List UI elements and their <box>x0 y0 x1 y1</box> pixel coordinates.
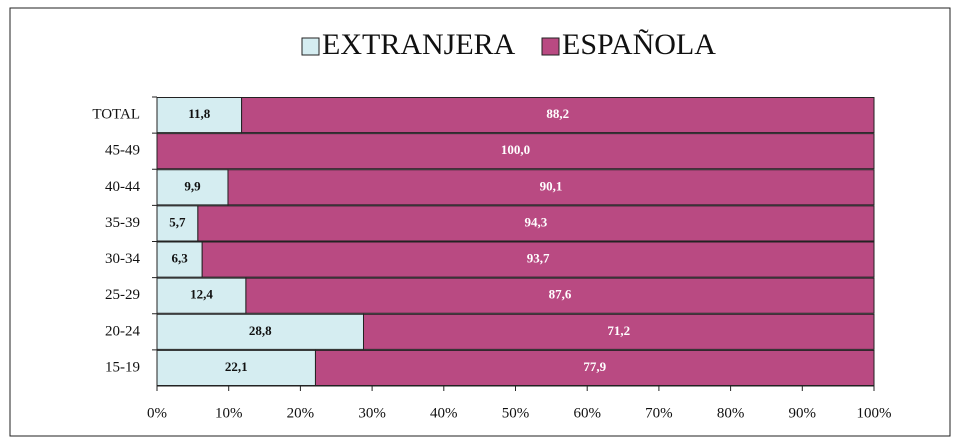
bar-segment <box>201 241 875 278</box>
legend-label: EXTRANJERA <box>322 28 516 61</box>
value-label: 100,0 <box>501 142 530 157</box>
value-label: 77,9 <box>583 359 606 374</box>
bar-segment <box>245 277 875 314</box>
y-tick-label: 25-29 <box>105 287 140 303</box>
legend-label: ESPAÑOLA <box>562 28 716 61</box>
value-label: 71,2 <box>607 323 630 338</box>
value-label: 22,1 <box>225 359 248 374</box>
value-label: 11,8 <box>188 106 211 121</box>
x-tick-label: 50% <box>502 405 530 421</box>
bar-segment <box>156 205 199 242</box>
y-tick-label: 20-24 <box>105 323 140 339</box>
bar-segment <box>197 205 875 242</box>
bar-segment <box>156 241 203 278</box>
bar-segment <box>227 169 875 206</box>
value-label: 9,9 <box>184 178 201 193</box>
value-label: 93,7 <box>527 251 550 266</box>
value-label: 94,3 <box>525 214 548 229</box>
y-tick-label: 35-39 <box>105 215 140 231</box>
x-tick-label: 80% <box>717 405 745 421</box>
bar-segment <box>241 97 875 134</box>
x-tick-label: 0% <box>147 405 167 421</box>
value-label: 88,2 <box>546 106 569 121</box>
value-label: 12,4 <box>190 287 213 302</box>
value-label: 6,3 <box>171 251 188 266</box>
value-label: 28,8 <box>249 323 272 338</box>
bar-segment <box>156 133 875 170</box>
frame <box>9 7 951 437</box>
x-tick-label: 10% <box>215 405 243 421</box>
bar-segment <box>156 349 316 386</box>
x-tick-label: 40% <box>430 405 458 421</box>
x-tick-label: 20% <box>287 405 315 421</box>
value-label: 5,7 <box>169 214 186 229</box>
value-label: 90,1 <box>540 178 563 193</box>
y-tick-label: TOTAL <box>92 107 140 123</box>
value-label: 87,6 <box>549 287 572 302</box>
y-tick-label: 40-44 <box>105 179 140 195</box>
x-tick-label: 30% <box>358 405 386 421</box>
bar-segment <box>156 277 247 314</box>
bar-segment <box>156 97 243 134</box>
x-tick-label: 90% <box>789 405 817 421</box>
x-tick-label: 70% <box>645 405 673 421</box>
x-tick-label: 100% <box>857 405 892 421</box>
legend-swatch <box>541 37 560 56</box>
x-tick-label: 60% <box>573 405 601 421</box>
y-tick-label: 15-19 <box>105 359 140 375</box>
bar-segment <box>156 313 364 350</box>
bar-segment <box>362 313 875 350</box>
y-tick-label: 45-49 <box>105 143 140 159</box>
legend-swatch <box>301 37 320 56</box>
y-tick-label: 30-34 <box>105 251 140 267</box>
